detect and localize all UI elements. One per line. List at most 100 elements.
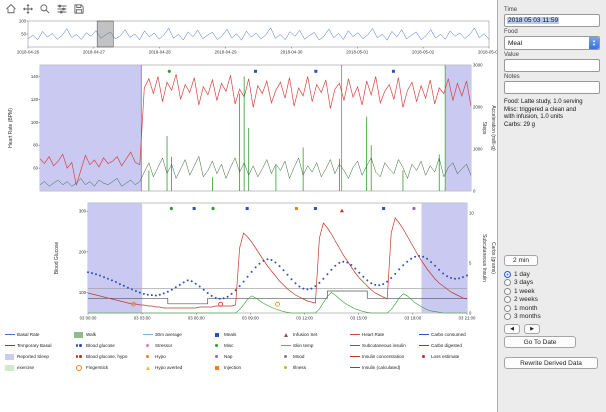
- legend-label: Walk: [86, 332, 97, 337]
- dot-swatch-icon: [211, 342, 222, 349]
- legend-label: Nap: [224, 354, 233, 359]
- stepper-up-icon: ▴: [592, 38, 596, 43]
- notes-label: Notes: [504, 74, 520, 80]
- stepper-icon[interactable]: ▴ ▾: [589, 37, 599, 49]
- time-input[interactable]: 2018 05 03 11:59: [504, 14, 600, 27]
- stepper-down-icon: ▾: [592, 42, 596, 47]
- svg-text:0: 0: [473, 189, 476, 194]
- legend-item: Hypo: [142, 351, 211, 362]
- legend-label: Loss estimate: [431, 354, 460, 359]
- value-input[interactable]: [504, 59, 600, 72]
- svg-text:Heart Rate (BPM): Heart Rate (BPM): [8, 108, 14, 148]
- svg-text:200: 200: [79, 249, 87, 254]
- svg-text:3000: 3000: [473, 63, 483, 68]
- legend-label: 30m average: [155, 332, 182, 337]
- range-radio-1-week[interactable]: 1 week: [504, 287, 600, 296]
- notes-input[interactable]: [504, 81, 600, 94]
- svg-text:5: 5: [469, 261, 472, 266]
- previous-button[interactable]: ◀: [504, 324, 520, 334]
- range-radio-2-weeks[interactable]: 2 weeks: [504, 296, 600, 305]
- food-value: Meal: [508, 39, 523, 47]
- svg-text:03 21:00: 03 21:00: [459, 316, 476, 321]
- svg-text:100: 100: [19, 19, 27, 24]
- description-line: Misc: triggered a clean and: [504, 106, 577, 113]
- square-swatch-icon: [211, 364, 222, 371]
- legend-item: Blood glucose: [73, 340, 142, 351]
- food-label: Food: [504, 29, 518, 35]
- range-radio-1-month[interactable]: 1 month: [504, 304, 600, 313]
- svg-text:2018-04-27: 2018-04-27: [83, 50, 106, 55]
- legend-label: Insulin concentration: [362, 354, 405, 359]
- plot-area: 50 100 2018-04-26 2018-04-27 2018-04-28 2018-…: [0, 1, 497, 373]
- range-radio-group: 1 day 3 days 1 week 2 weeks 1 month 3 months: [504, 270, 600, 321]
- legend-label: Carbs digested: [431, 343, 462, 348]
- line-swatch-icon: [418, 331, 429, 338]
- square-swatch-icon: [211, 331, 222, 338]
- rewrite-button[interactable]: Rewrite Derived Data: [504, 357, 598, 369]
- legend-label: Illness: [293, 365, 307, 370]
- value-label: Value: [504, 52, 519, 58]
- save-button[interactable]: [71, 1, 86, 16]
- svg-text:03 09:00: 03 09:00: [242, 316, 259, 321]
- legend-item: Loss estimate: [418, 351, 487, 362]
- interval-button[interactable]: 2 min: [504, 255, 538, 266]
- range-radio-1-day[interactable]: 1 day: [504, 270, 600, 279]
- svg-text:03 18:00: 03 18:00: [404, 316, 421, 321]
- zoom-button[interactable]: [37, 1, 52, 16]
- svg-text:Steps: Steps: [481, 122, 487, 135]
- legend-item: Injection: [211, 362, 280, 373]
- range-label: 3 days: [514, 279, 534, 287]
- radio-icon: [504, 279, 511, 287]
- legend-item: Subcutaneous insulin: [349, 340, 418, 351]
- radio-icon: [504, 304, 511, 312]
- glucose-chart[interactable]: 100 200 300 0 5 10 03 00:00 03 03:00 03 06:00 03 …: [0, 197, 497, 327]
- patch-swatch-icon: [4, 364, 15, 371]
- svg-text:1000: 1000: [473, 147, 483, 152]
- dot-swatch-icon: [418, 353, 429, 360]
- range-radio-3-days[interactable]: 3 days: [504, 279, 600, 288]
- next-button[interactable]: ▶: [524, 324, 540, 334]
- legend-item: 30m average: [142, 329, 211, 340]
- save-icon: [73, 3, 84, 14]
- legend-item: Hypo averted: [142, 362, 211, 373]
- legend-label: Misc: [224, 343, 234, 348]
- legend-label: Stressor: [155, 343, 173, 348]
- svg-text:2018-05-02: 2018-05-02: [412, 50, 435, 55]
- svg-text:120: 120: [31, 97, 39, 102]
- time-value: 2018 05 03 11:59: [507, 17, 560, 24]
- legend-label: Blood glucose, hypo: [86, 354, 128, 359]
- food-select[interactable]: Meal ▴ ▾: [504, 36, 600, 50]
- legend-item: Carbs consumed: [418, 329, 487, 340]
- range-label: 2 weeks: [514, 296, 538, 304]
- legend-item: Skin temp: [280, 340, 349, 351]
- svg-text:100: 100: [31, 120, 39, 125]
- range-radio-3-months[interactable]: 3 months: [504, 313, 600, 322]
- activity-chart[interactable]: 60 80 100 120 140 0 1000 2000 3000 Heart Rate (BP…: [0, 59, 497, 197]
- dot-swatch-icon: [280, 353, 291, 360]
- svg-text:2018-04-28: 2018-04-28: [149, 50, 172, 55]
- legend-label: Injection: [224, 365, 242, 370]
- legend-label: Reported Sleep: [17, 354, 49, 359]
- legend-item: Mood: [280, 351, 349, 362]
- legend-label: Hypo averted: [155, 365, 183, 370]
- line-swatch-icon: [280, 342, 291, 349]
- svg-text:Acceleration (milli-g): Acceleration (milli-g): [490, 105, 496, 151]
- subplots-button[interactable]: [54, 1, 69, 16]
- home-button[interactable]: [3, 1, 18, 16]
- svg-text:03 00:00: 03 00:00: [80, 316, 97, 321]
- svg-text:Subcutaneous Insulin: Subcutaneous Insulin: [481, 234, 487, 282]
- legend-label: Fingerstick: [86, 365, 109, 370]
- ring-swatch-icon: [73, 364, 84, 371]
- svg-text:100: 100: [79, 290, 87, 295]
- legend-item: Insulin (calculated): [349, 362, 418, 373]
- dot-swatch-icon: [142, 353, 153, 360]
- line-swatch-icon: [4, 331, 15, 338]
- overview-chart[interactable]: 50 100 2018-04-26 2018-04-27 2018-04-28 2018-…: [0, 18, 497, 58]
- goto-date-button[interactable]: Go To Date: [504, 336, 576, 348]
- svg-text:50: 50: [21, 32, 26, 37]
- radio-icon: [504, 287, 511, 295]
- svg-text:140: 140: [31, 74, 39, 79]
- pan-button[interactable]: [20, 1, 35, 16]
- legend-item: Walk: [73, 329, 142, 340]
